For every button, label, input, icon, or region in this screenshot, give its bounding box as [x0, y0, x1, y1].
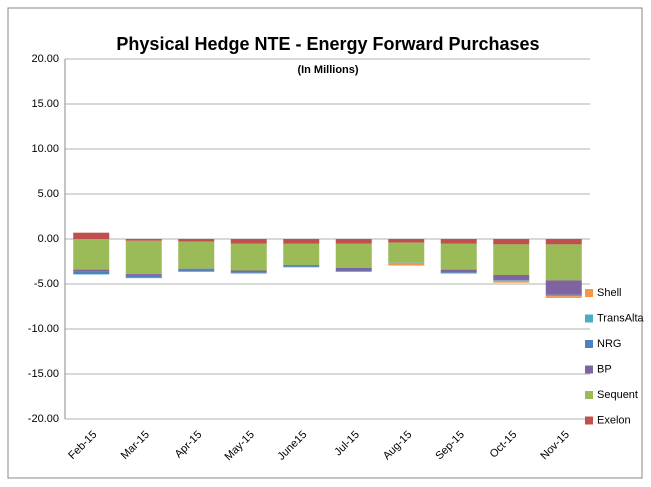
bar-segment	[73, 271, 110, 275]
bar-segment	[73, 239, 110, 270]
y-tick-label: 0.00	[38, 233, 59, 245]
legend-swatch	[585, 314, 593, 323]
bar-segment	[335, 270, 372, 272]
bar-segment	[440, 272, 477, 274]
bar-segment	[545, 294, 582, 296]
bar-segment	[493, 275, 530, 280]
legend-swatch	[585, 289, 593, 297]
bar-segment	[388, 242, 425, 263]
bar-segment	[73, 269, 110, 272]
bar-segment	[335, 267, 372, 271]
bar-segment	[125, 274, 162, 275]
chart-title: Physical Hedge NTE - Energy Forward Purc…	[116, 34, 539, 54]
bar-segment	[335, 243, 372, 268]
bar-segment	[440, 243, 477, 270]
bar-segment	[493, 279, 530, 281]
bar-segment	[230, 270, 267, 273]
legend-label: TransAlta	[597, 312, 645, 324]
legend-label: NRG	[597, 338, 621, 350]
bar-segment	[545, 280, 582, 295]
legend-label: Shell	[597, 287, 621, 299]
bar-segment	[283, 239, 320, 244]
bar-segment	[440, 269, 477, 273]
bar-segment	[230, 272, 267, 274]
y-tick-label: -10.00	[28, 323, 59, 335]
legend-label: Sequent	[597, 389, 638, 401]
bar-segment	[230, 239, 267, 244]
legend-swatch	[585, 416, 593, 425]
chart-border	[7, 7, 643, 479]
bar-segment	[230, 243, 267, 271]
legend-swatch	[585, 365, 593, 374]
bar-segment	[493, 280, 530, 283]
bar-segment	[73, 232, 110, 239]
bar-segment	[545, 239, 582, 245]
bar-segment	[125, 239, 162, 241]
legend-label: Exelon	[597, 414, 631, 426]
legend-swatch	[585, 340, 593, 348]
bar-segment	[125, 275, 162, 278]
bar-segment	[178, 268, 215, 270]
legend-label: BP	[597, 363, 612, 375]
bar-segment	[283, 266, 320, 267]
legend-swatch	[585, 391, 593, 399]
y-tick-label: 15.00	[31, 98, 59, 110]
bar-segment	[335, 239, 372, 244]
bar-segment	[440, 239, 477, 244]
y-tick-label: 10.00	[31, 143, 59, 155]
bar-segment	[283, 243, 320, 266]
bar-segment	[545, 244, 582, 281]
bar-segment	[283, 265, 320, 266]
y-tick-label: -5.00	[34, 278, 59, 290]
bar-segment	[388, 262, 425, 266]
bar-segment	[388, 239, 425, 243]
chart-subtitle: (In Millions)	[297, 64, 358, 76]
bar-segment	[493, 244, 530, 275]
bar-segment	[545, 296, 582, 298]
bar-segment	[178, 241, 215, 269]
bar-segment	[125, 240, 162, 275]
y-tick-label: -15.00	[28, 368, 59, 380]
y-tick-label: 5.00	[38, 188, 59, 200]
bar-segment	[493, 239, 530, 245]
bar-segment	[178, 239, 215, 242]
y-tick-label: 20.00	[31, 53, 59, 65]
y-tick-label: -20.00	[28, 413, 59, 425]
bar-segment	[178, 269, 215, 272]
